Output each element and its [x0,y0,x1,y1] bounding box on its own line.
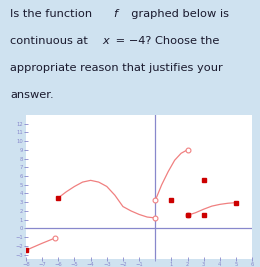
Text: continuous at: continuous at [10,36,92,46]
Text: graphed below is: graphed below is [124,9,229,19]
Text: appropriate reason that justifies your: appropriate reason that justifies your [10,63,223,73]
Text: answer.: answer. [10,90,54,100]
Text: x: x [103,36,109,46]
Text: Is the function: Is the function [10,9,96,19]
Text: = −4? Choose the: = −4? Choose the [112,36,220,46]
Text: f: f [113,9,117,19]
